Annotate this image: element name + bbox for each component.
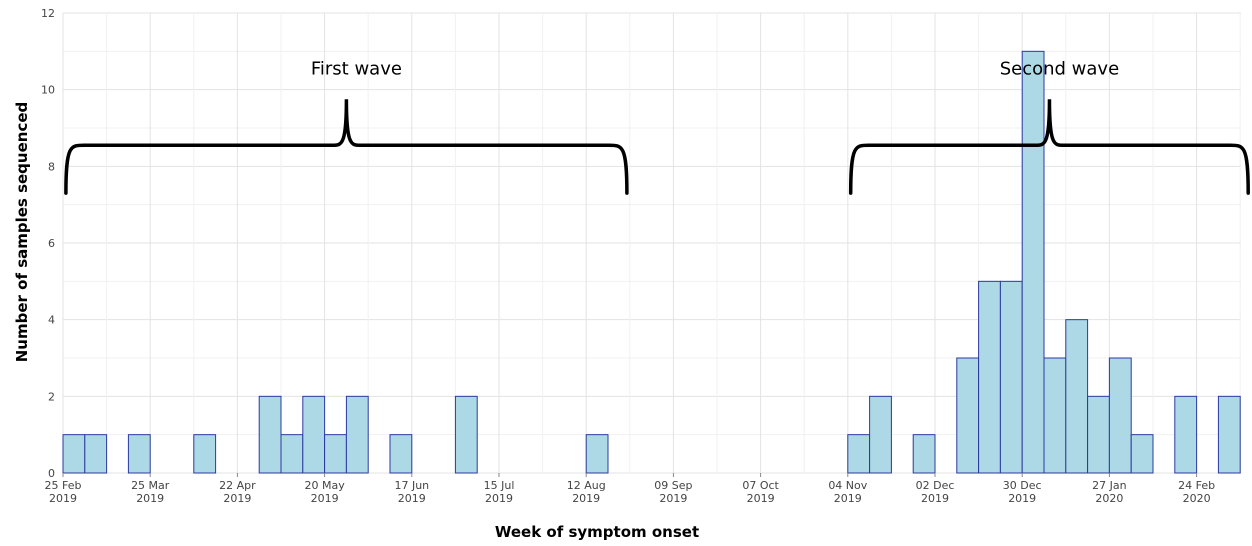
bar xyxy=(847,434,871,474)
x-tick-year: 2019 xyxy=(659,492,687,505)
x-tick-label: 04 Nov xyxy=(828,479,867,492)
bar xyxy=(956,357,980,474)
x-tick-year: 2019 xyxy=(747,492,775,505)
x-tick-year: 2019 xyxy=(49,492,77,505)
bar xyxy=(585,434,609,474)
x-tick-label: 02 Dec xyxy=(916,479,955,492)
x-tick-year: 2019 xyxy=(136,492,164,505)
bar xyxy=(1065,319,1089,474)
y-tick-label: 10 xyxy=(41,84,55,97)
x-tick-label: 12 Aug xyxy=(567,479,606,492)
wave-label: Second wave xyxy=(1000,58,1119,79)
y-axis-title: Number of samples sequenced xyxy=(13,102,31,363)
bar xyxy=(280,434,304,474)
x-tick-label: 22 Apr xyxy=(219,479,256,492)
bar xyxy=(193,434,217,474)
y-tick-label: 0 xyxy=(48,467,55,480)
x-tick-year: 2019 xyxy=(1008,492,1036,505)
x-tick-year: 2019 xyxy=(398,492,426,505)
bar xyxy=(127,434,151,474)
annotations: First wave Second wave xyxy=(64,58,1250,195)
bar xyxy=(324,434,347,474)
x-tick-label: 25 Feb xyxy=(45,479,82,492)
x-tick-year: 2020 xyxy=(1095,492,1123,505)
bar xyxy=(1174,395,1198,474)
bar xyxy=(1130,434,1154,474)
y-tick-label: 2 xyxy=(48,390,55,403)
bar xyxy=(999,280,1023,474)
x-tick-label: 27 Jan xyxy=(1092,479,1126,492)
x-tick-year: 2020 xyxy=(1183,492,1211,505)
y-tick-label: 6 xyxy=(48,237,55,250)
x-tick-label: 15 Jul xyxy=(484,479,515,492)
wave-brace xyxy=(64,99,629,195)
bar xyxy=(302,395,326,474)
x-tick-label: 20 May xyxy=(304,479,345,492)
bar xyxy=(912,434,936,474)
x-tick-label: 30 Dec xyxy=(1003,479,1042,492)
bar xyxy=(454,395,478,474)
x-tick-year: 2019 xyxy=(485,492,513,505)
bar xyxy=(84,434,108,474)
bar xyxy=(258,395,282,474)
y-tick-label: 8 xyxy=(48,160,55,173)
x-tick-year: 2019 xyxy=(834,492,862,505)
x-tick-label: 24 Feb xyxy=(1178,479,1215,492)
wave-brace xyxy=(848,99,1250,195)
x-tick-label: 25 Mar xyxy=(131,479,170,492)
bars xyxy=(62,50,1241,474)
x-tick-label: 17 Jun xyxy=(394,479,429,492)
y-tick-label: 4 xyxy=(48,314,55,327)
x-tick-label: 07 Oct xyxy=(742,479,779,492)
y-axis-ticks: 0 2 4 6 8 10 12 xyxy=(41,7,55,480)
bar xyxy=(1217,395,1241,474)
wave-label: First wave xyxy=(311,58,402,79)
bar xyxy=(869,395,892,474)
x-tick-year: 2019 xyxy=(921,492,949,505)
y-tick-label: 12 xyxy=(41,7,55,20)
x-tick-year: 2019 xyxy=(311,492,339,505)
bar xyxy=(1087,395,1110,474)
bar xyxy=(389,434,413,474)
x-tick-label: 09 Sep xyxy=(654,479,692,492)
bar xyxy=(345,395,369,474)
x-axis-title: Week of symptom onset xyxy=(495,523,699,541)
bar xyxy=(1108,357,1132,474)
bar xyxy=(1021,50,1045,474)
bar xyxy=(62,434,86,474)
bar xyxy=(1043,357,1067,474)
x-tick-year: 2019 xyxy=(223,492,251,505)
bar xyxy=(978,280,1001,474)
x-tick-year: 2019 xyxy=(572,492,600,505)
